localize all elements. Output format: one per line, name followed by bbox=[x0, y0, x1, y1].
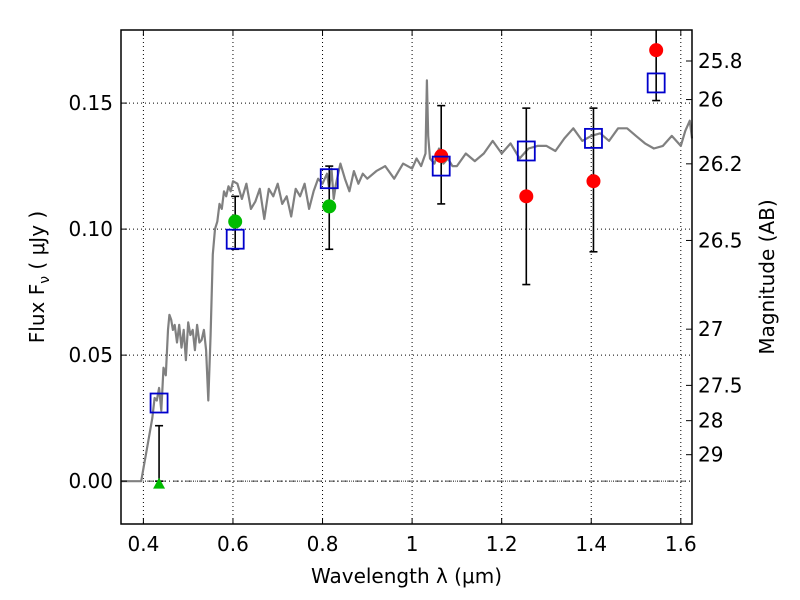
data-point-triangle bbox=[153, 477, 166, 489]
x-tick-label: 0.4 bbox=[127, 532, 159, 556]
x-tick-label: 0.8 bbox=[307, 532, 339, 556]
y-tick-label: 0.15 bbox=[68, 91, 113, 115]
data-point-square bbox=[149, 392, 169, 414]
x-tick-label: 1 bbox=[406, 532, 419, 556]
x-tick-label: 1.6 bbox=[665, 532, 697, 556]
y-axis: 0.00 0.05 0.10 0.15 bbox=[68, 91, 127, 493]
y-tick-label: 0.10 bbox=[68, 217, 113, 241]
y2-axis-label: Magnitude (AB) bbox=[755, 199, 779, 354]
x-tick-label: 1.2 bbox=[486, 532, 518, 556]
data-point-circle bbox=[586, 174, 601, 189]
grid-lines bbox=[121, 30, 692, 524]
y-axis-label-unit: ( μJy ) bbox=[25, 211, 49, 276]
plot-frame bbox=[120, 29, 693, 525]
x-axis-label: Wavelength λ (μm) bbox=[311, 564, 502, 588]
x-tick-label: 0.6 bbox=[217, 532, 249, 556]
data-point-circle bbox=[228, 214, 243, 229]
data-point-circle bbox=[519, 189, 534, 204]
y2-axis: 25.8 26 26.2 26.5 27 27.5 28 29 bbox=[686, 49, 743, 467]
model-spectrum-line bbox=[121, 79, 694, 483]
x-tick-label: 1.4 bbox=[575, 532, 607, 556]
data-point-circle bbox=[649, 43, 664, 58]
y-tick-label: 0.05 bbox=[68, 343, 113, 367]
y2-tick-label: 27 bbox=[698, 317, 723, 341]
y-tick-label: 0.00 bbox=[68, 469, 113, 493]
y2-tick-label: 25.8 bbox=[698, 49, 743, 73]
data-point-square bbox=[516, 140, 536, 162]
x-axis: 0.4 0.6 0.8 1 1.2 1.4 1.6 bbox=[127, 30, 697, 556]
data-point-square bbox=[319, 168, 339, 190]
data-point-square bbox=[431, 155, 451, 177]
y2-tick-label: 26 bbox=[698, 88, 723, 112]
data-point-circle bbox=[322, 199, 337, 214]
y2-tick-label: 28 bbox=[698, 409, 723, 433]
y-axis-label: Flux Fν ( μJy ) bbox=[25, 211, 53, 343]
y2-tick-label: 26.2 bbox=[698, 152, 743, 176]
y2-tick-label: 29 bbox=[698, 443, 723, 467]
y2-tick-label: 26.5 bbox=[698, 228, 743, 252]
y-axis-label-main: Flux F bbox=[25, 284, 49, 343]
plot-area bbox=[121, 30, 694, 489]
data-point-square bbox=[584, 127, 603, 149]
data-point-square bbox=[225, 228, 245, 250]
y-axis-label-subscript: ν bbox=[37, 276, 53, 284]
data-point-square bbox=[646, 72, 666, 94]
y2-tick-label: 27.5 bbox=[698, 373, 743, 397]
